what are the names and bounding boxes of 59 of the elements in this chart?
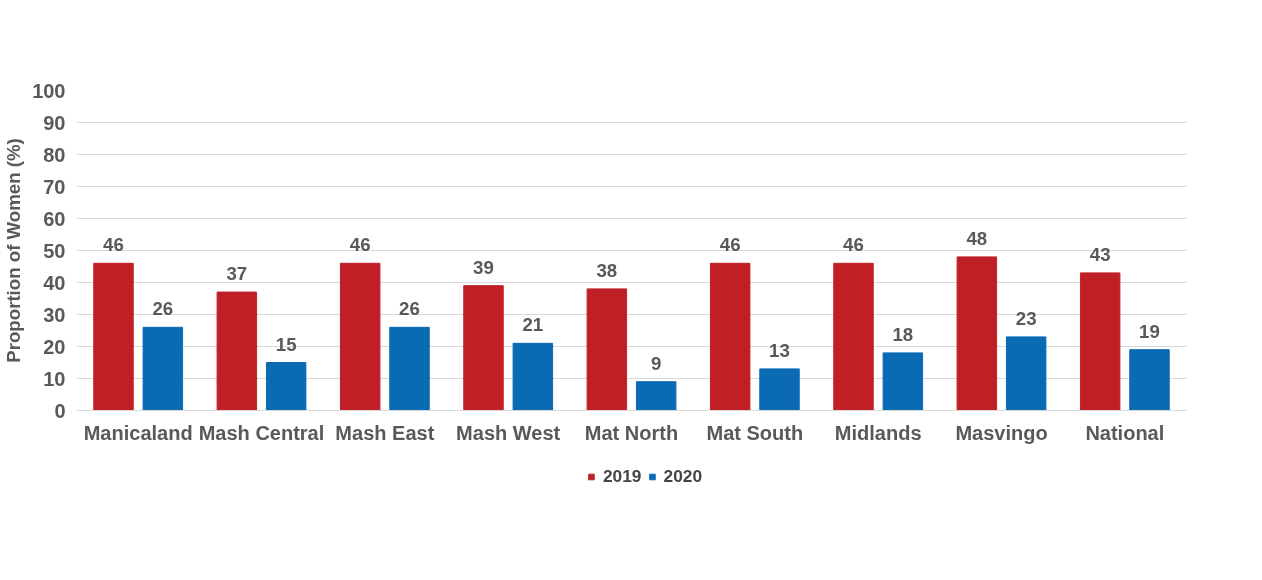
bar <box>882 352 924 411</box>
data-label: 39 <box>473 256 494 278</box>
data-label: 46 <box>103 234 124 256</box>
data-label: 46 <box>843 234 864 256</box>
y-tick-label: 90 <box>43 111 66 134</box>
y-tick-label: 40 <box>43 271 66 294</box>
bar <box>759 368 800 411</box>
x-tick-label: Manicaland <box>83 421 193 444</box>
data-label: 26 <box>152 298 174 320</box>
bar <box>389 326 430 411</box>
bar <box>93 262 134 411</box>
bar <box>142 326 184 411</box>
data-label: 21 <box>522 314 544 336</box>
x-tick-label: Mash West <box>456 421 561 444</box>
y-tick-label: 70 <box>43 175 66 198</box>
bar <box>586 288 628 411</box>
y-tick-label: 0 <box>54 399 66 422</box>
y-tick-label: 100 <box>32 79 66 102</box>
legend-label: 2019 <box>602 465 642 487</box>
data-label: 23 <box>1015 307 1037 329</box>
data-label: 46 <box>719 234 741 256</box>
bar <box>635 381 677 411</box>
bar <box>1079 272 1121 411</box>
data-label: 37 <box>226 263 248 285</box>
bar <box>1005 336 1047 411</box>
bar <box>1129 349 1170 411</box>
y-tick-label: 50 <box>43 239 66 262</box>
data-label: 38 <box>596 259 618 281</box>
bar <box>339 262 381 411</box>
data-label: 46 <box>349 234 371 256</box>
x-tick-label: Mash East <box>335 421 435 444</box>
data-label: 18 <box>892 323 914 345</box>
data-label: 9 <box>650 352 662 374</box>
x-tick-label: Masvingo <box>955 421 1048 444</box>
bar <box>833 262 874 411</box>
x-tick-label: Midlands <box>834 421 922 444</box>
bar <box>512 342 554 411</box>
data-label: 19 <box>1139 320 1160 342</box>
data-label: 48 <box>966 227 988 249</box>
legend-label: 2020 <box>663 465 703 487</box>
x-tick-label: Mat South <box>706 421 804 444</box>
bar <box>709 262 751 411</box>
bar <box>956 256 998 411</box>
y-tick-label: 60 <box>43 207 66 230</box>
bar <box>265 362 307 411</box>
y-axis-title: Proportion of Women (%) <box>3 138 25 363</box>
y-tick-label: 10 <box>43 367 66 390</box>
x-tick-label: National <box>1085 421 1165 444</box>
bar <box>463 285 504 411</box>
data-label: 13 <box>769 339 790 361</box>
y-tick-label: 30 <box>43 303 66 326</box>
x-tick-label: Mash Central <box>198 421 325 444</box>
data-label: 43 <box>1089 243 1111 265</box>
y-tick-label: 20 <box>43 335 66 358</box>
bar <box>216 291 258 411</box>
data-label: 15 <box>275 333 297 355</box>
y-tick-label: 80 <box>43 143 66 166</box>
data-label: 26 <box>399 298 420 320</box>
x-tick-label: Mat North <box>584 421 679 444</box>
